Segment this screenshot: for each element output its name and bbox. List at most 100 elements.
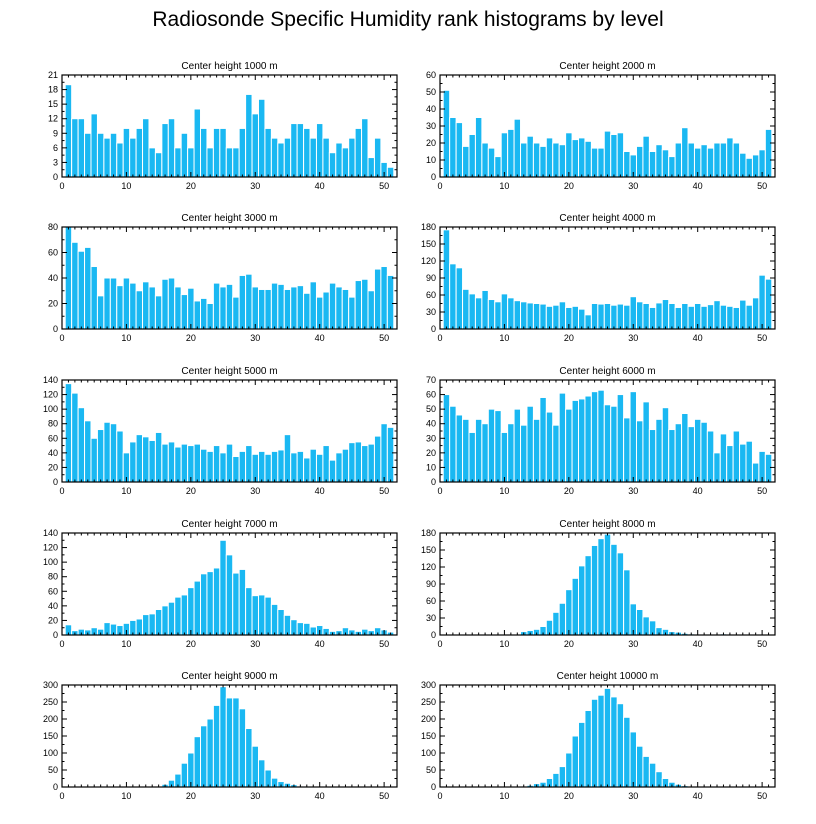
bar [212, 704, 221, 788]
bar [700, 305, 708, 330]
bar [635, 301, 644, 330]
bar [687, 142, 695, 178]
y-tick-label: 100 [43, 404, 58, 414]
y-tick-label: 300 [43, 680, 58, 690]
bar [706, 304, 715, 330]
bar [283, 434, 292, 483]
bar [77, 250, 86, 330]
bar [290, 286, 298, 330]
bar [539, 396, 547, 483]
y-tick-label: 20 [426, 138, 436, 148]
x-tick-label: 50 [379, 333, 389, 343]
bar [713, 142, 721, 178]
bar [84, 132, 92, 178]
x-tick-label: 0 [59, 639, 64, 649]
y-tick-label: 150 [421, 545, 436, 555]
bar [129, 137, 137, 178]
bar [257, 98, 266, 178]
bar [219, 286, 227, 330]
bar [187, 587, 195, 636]
panel-8: Center height 8000 m 0 10 20 30 40 50 0 30 60 90 12… [421, 519, 776, 649]
bar [270, 282, 279, 330]
bar [571, 399, 580, 483]
bar [726, 305, 734, 330]
bar [361, 445, 369, 483]
bar [142, 118, 150, 178]
y-tick-label: 250 [421, 697, 436, 707]
x-tick-label: 10 [121, 639, 131, 649]
bar [474, 117, 483, 178]
bar [532, 418, 541, 483]
bar [245, 273, 253, 330]
y-tick-label: 150 [421, 239, 436, 249]
bar [468, 293, 476, 330]
bar [590, 303, 599, 330]
bar [264, 596, 272, 636]
bar [513, 118, 522, 178]
bar [578, 565, 586, 636]
bar [309, 137, 317, 178]
bar [642, 755, 650, 788]
bar [732, 306, 741, 330]
bar [238, 568, 247, 636]
bar [661, 407, 670, 483]
bar [487, 147, 496, 178]
bar [610, 405, 618, 483]
x-tick-label: 10 [121, 486, 131, 496]
bar [578, 137, 586, 178]
bar [193, 108, 202, 178]
bar [545, 137, 554, 178]
bar [270, 450, 279, 483]
y-tick-label: 0 [53, 324, 58, 334]
bar [161, 278, 169, 330]
bar [571, 139, 580, 178]
panel-title: Center height 8000 m [559, 519, 655, 530]
bar [116, 430, 124, 483]
bar [212, 567, 221, 636]
bar [200, 725, 208, 788]
bar [257, 759, 266, 788]
bar [590, 147, 599, 178]
bar [109, 423, 118, 483]
bar [219, 539, 227, 636]
bar [481, 289, 489, 330]
bar [648, 306, 657, 330]
bar [200, 297, 208, 330]
bar [751, 154, 760, 178]
bar [283, 137, 292, 178]
bar [142, 281, 150, 330]
bar [109, 277, 118, 330]
panel-title: Center height 1000 m [181, 61, 277, 72]
bar [558, 301, 567, 330]
bar [303, 292, 311, 330]
x-tick-label: 20 [564, 333, 574, 343]
bar [154, 152, 163, 178]
bar [245, 728, 253, 788]
x-tick-label: 50 [757, 486, 767, 496]
x-tick-label: 20 [186, 333, 196, 343]
bar [90, 266, 98, 330]
y-tick-label: 120 [421, 256, 436, 266]
bar [655, 144, 663, 178]
panel-5: Center height 5000 m 0 10 20 30 40 50 0 20 40 60 80… [43, 366, 398, 496]
bar [180, 594, 189, 636]
bar [296, 285, 305, 330]
y-tick-label: 30 [426, 433, 436, 443]
bar [116, 142, 124, 178]
y-tick-label: 90 [426, 579, 436, 589]
bar [681, 127, 689, 178]
bar [348, 442, 356, 483]
bar [154, 431, 163, 483]
bar [635, 745, 644, 788]
y-tick-label: 180 [421, 222, 436, 232]
bar [328, 459, 337, 483]
bar [154, 295, 163, 330]
x-tick-label: 50 [757, 791, 767, 801]
bar [565, 408, 573, 483]
bar [494, 301, 502, 330]
bar [174, 286, 182, 330]
bar [668, 156, 676, 178]
bar [71, 241, 79, 330]
bar [238, 274, 247, 330]
x-tick-label: 40 [315, 333, 325, 343]
